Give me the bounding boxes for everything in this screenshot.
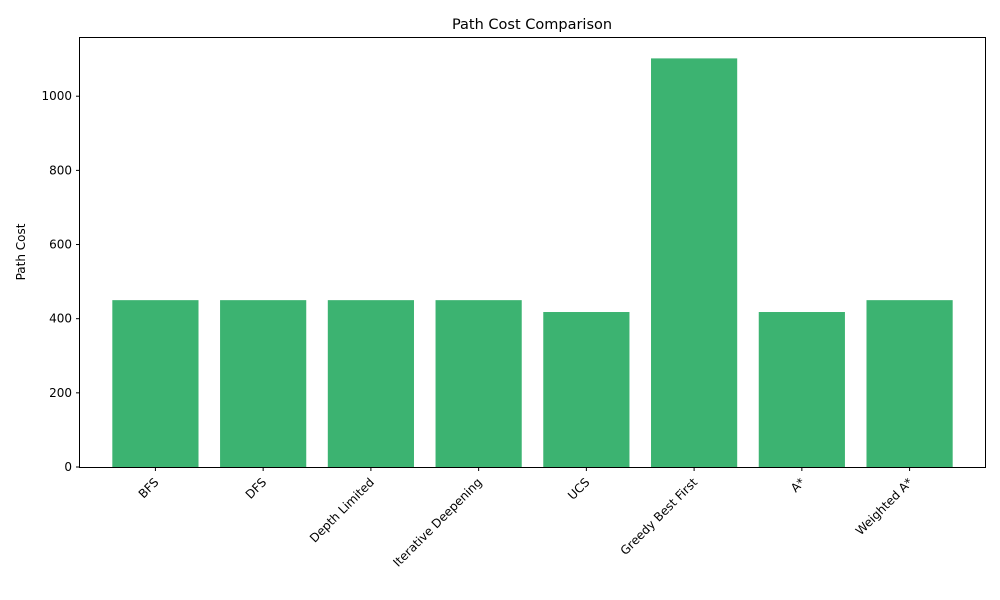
bar-bfs <box>112 300 199 467</box>
bar-a <box>758 312 845 467</box>
y-axis-ticks: 0 200 400 600 800 1000 <box>41 89 80 474</box>
x-axis-ticks: BFS DFS Depth Limited Iterative Deepening UC… <box>136 467 916 570</box>
x-tick-label: A* <box>788 475 808 495</box>
bar-iterative-deepening <box>435 300 522 467</box>
x-tick-label: Iterative Deepening <box>390 475 484 569</box>
x-tick-label: UCS <box>565 475 592 502</box>
x-tick-label: BFS <box>136 475 162 501</box>
bar-depth-limited <box>327 300 414 467</box>
bar-weighted-a <box>866 300 953 467</box>
x-tick-label: DFS <box>243 475 270 502</box>
x-tick-label: Depth Limited <box>307 475 377 545</box>
bars-group <box>112 58 953 467</box>
plot-frame <box>79 37 986 468</box>
x-tick-label: Weighted A* <box>853 475 916 538</box>
y-tick-label: 600 <box>49 238 72 252</box>
bar-ucs <box>543 312 630 467</box>
y-tick-label: 200 <box>49 386 72 400</box>
y-axis-title: Path Cost <box>14 223 28 280</box>
bar-dfs <box>220 300 307 467</box>
y-tick-label: 800 <box>49 163 72 177</box>
bar-greedy-best-first <box>651 58 738 467</box>
y-tick-label: 400 <box>49 312 72 326</box>
chart-title: Path Cost Comparison <box>452 17 612 33</box>
y-tick-label: 1000 <box>41 89 72 103</box>
x-tick-label: Greedy Best First <box>618 475 701 558</box>
y-tick-label: 0 <box>64 460 72 474</box>
